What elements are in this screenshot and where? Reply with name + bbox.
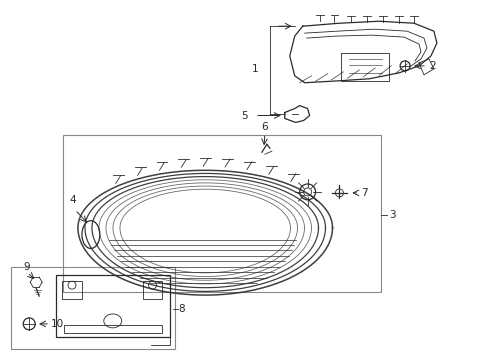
- Text: 7: 7: [361, 188, 367, 198]
- Bar: [11, 267, 175, 349]
- Text: 6: 6: [261, 122, 267, 132]
- Bar: [63, 135, 381, 292]
- Text: 9: 9: [23, 262, 29, 272]
- Text: 3: 3: [388, 210, 395, 220]
- Text: 1: 1: [251, 64, 258, 74]
- Bar: [56, 275, 170, 337]
- Bar: [62, 281, 82, 299]
- Bar: [64, 325, 162, 333]
- Text: 5: 5: [241, 111, 247, 121]
- Text: 4: 4: [69, 195, 76, 205]
- Text: 10: 10: [51, 319, 64, 329]
- Bar: [142, 281, 162, 299]
- Text: 2: 2: [428, 61, 435, 71]
- Text: 8: 8: [178, 304, 184, 314]
